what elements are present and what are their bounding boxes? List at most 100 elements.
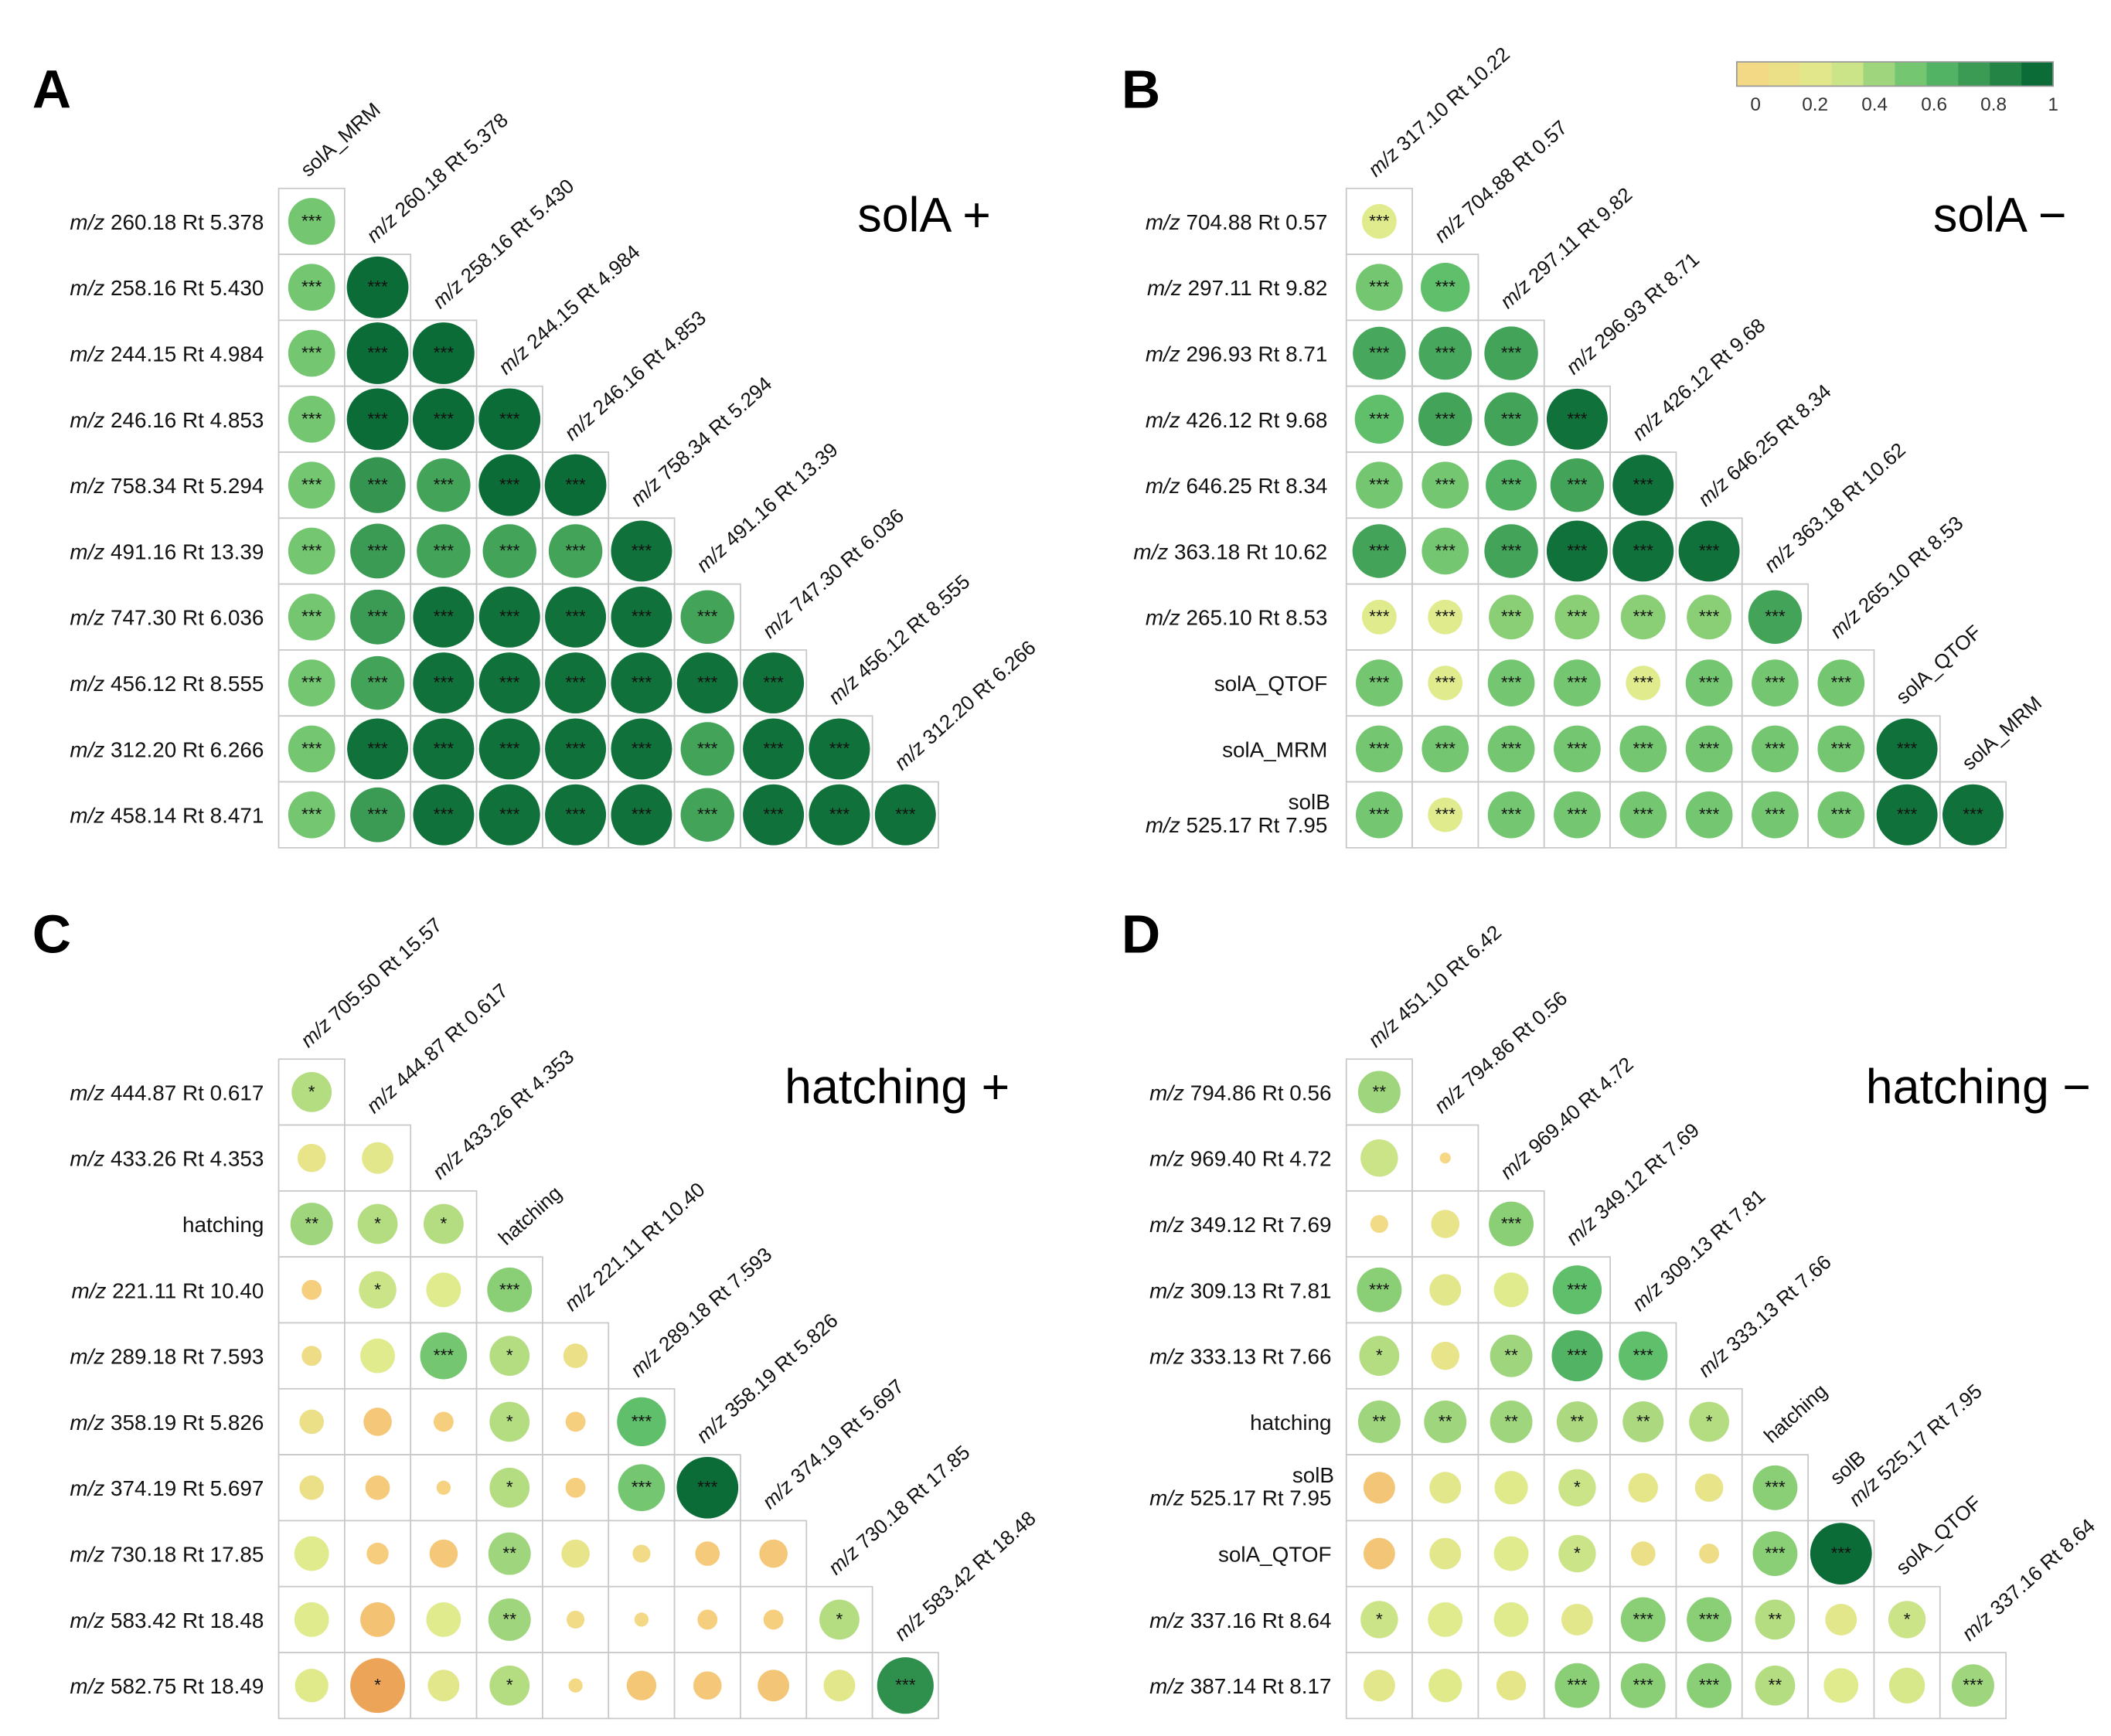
correlation-circle: [823, 1670, 856, 1702]
mz-prefix: m/z: [1146, 342, 1187, 366]
correlation-circle: [1554, 659, 1601, 706]
mz-value: 244.15 Rt 4.984: [111, 342, 264, 366]
correlation-circle: [680, 722, 734, 776]
significance-label: ***: [301, 277, 322, 297]
col-label: m/z 358.19 Rt 5.826: [692, 1309, 843, 1448]
correlation-circle: [413, 652, 475, 714]
significance-label: ***: [697, 1478, 718, 1497]
correlation-circle: [1752, 725, 1799, 773]
row-label: m/z 758.34 Rt 5.294: [70, 474, 264, 498]
significance-label: ***: [763, 805, 784, 824]
significance-label: ***: [1369, 343, 1390, 363]
significance-label: ***: [367, 673, 388, 693]
significance-label: *: [1706, 1411, 1713, 1431]
significance-label: ***: [301, 409, 322, 428]
significance-label: ***: [632, 739, 652, 758]
correlation-circle: [1357, 1267, 1402, 1312]
significance-label: ***: [1567, 1280, 1588, 1299]
mz-value: 456.12 Rt 8.555: [111, 672, 264, 696]
row-label: m/z 363.18 Rt 10.62: [1133, 540, 1327, 563]
mz-value: 444.87 Rt 0.617: [111, 1081, 264, 1105]
correlation-circle: [301, 1279, 322, 1300]
correlation-circle: [676, 652, 738, 714]
significance-label: ***: [632, 1411, 652, 1431]
correlation-circle: [634, 1612, 649, 1627]
correlation-circle: [1484, 392, 1538, 447]
correlation-circle: [763, 1609, 784, 1630]
row-label: m/z 582.75 Rt 18.49: [70, 1674, 264, 1698]
mz-value: 387.14 Rt 8.17: [1190, 1674, 1332, 1698]
correlation-circle: [1489, 594, 1534, 640]
row-label: m/z 525.17 Rt 7.95: [1149, 1486, 1331, 1510]
mz-value: 525.17 Rt 7.95: [1187, 813, 1328, 837]
significance-label: ***: [1567, 409, 1588, 428]
mz-value: 246.16 Rt 4.853: [588, 306, 710, 420]
correlation-circle: [561, 1539, 590, 1568]
correlation-circle: [1421, 263, 1470, 312]
mz-prefix: m/z: [1146, 210, 1187, 234]
row-label: m/z 246.16 Rt 4.853: [70, 408, 264, 432]
significance-label: ***: [1567, 739, 1588, 758]
correlation-circle: [1363, 1537, 1395, 1570]
significance-label: ***: [367, 607, 388, 626]
significance-label: ***: [1369, 475, 1390, 495]
row-label: m/z 265.10 Rt 8.53: [1146, 606, 1327, 630]
correlation-circle: [695, 1541, 720, 1566]
significance-label: *: [1376, 1609, 1383, 1629]
mz-value: 458.14 Rt 8.471: [111, 804, 264, 828]
mz-value: 525.17 Rt 7.95: [1872, 1380, 1986, 1486]
correlation-circle: [565, 1477, 586, 1498]
row-label: m/z 646.25 Rt 8.34: [1146, 474, 1327, 498]
significance-label: ***: [434, 475, 455, 495]
mz-prefix: m/z: [1146, 408, 1187, 432]
correlation-circle: [1550, 458, 1605, 512]
correlation-circle: [362, 1142, 394, 1174]
mz-prefix: m/z: [70, 1476, 111, 1500]
row-label: m/z 456.12 Rt 8.555: [70, 672, 264, 696]
mz-value: 317.10 Rt 10.22: [1392, 43, 1514, 156]
correlation-circle: [1694, 1473, 1724, 1503]
correlation-circle: [1755, 1599, 1796, 1640]
correlation-circle: [1678, 520, 1740, 582]
correlation-circle: [1876, 784, 1938, 846]
significance-label: *: [506, 1676, 513, 1695]
mz-prefix: m/z: [1149, 1213, 1190, 1237]
correlation-circle: [1752, 1465, 1798, 1510]
correlation-circle: [618, 1464, 666, 1512]
correlation-circle: [1493, 1602, 1529, 1637]
correlation-circle: [1494, 1471, 1528, 1505]
col-label: m/z 374.19 Rt 5.697: [758, 1374, 908, 1513]
correlation-circle: [1823, 1668, 1859, 1704]
significance-label: ***: [499, 739, 520, 758]
correlation-circle: [288, 527, 335, 575]
mz-value: 583.42 Rt 18.48: [111, 1608, 264, 1632]
correlation-circle: [350, 1658, 405, 1714]
correlation-circle: [544, 454, 607, 516]
col-label: m/z 794.86 Rt 0.56: [1429, 986, 1571, 1118]
mz-value: 244.15 Rt 4.984: [522, 240, 644, 354]
row-label: m/z 260.18 Rt 5.378: [70, 210, 264, 234]
correlation-circle: [567, 1610, 585, 1629]
significance-label: ***: [1831, 739, 1852, 758]
legend-tick-label: 1: [2048, 94, 2058, 115]
correlation-circle: [1554, 725, 1601, 773]
significance-label: **: [1373, 1082, 1387, 1101]
row-label: m/z 794.86 Rt 0.56: [1149, 1081, 1331, 1105]
col-label: solA_QTOF: [1891, 1491, 1986, 1579]
correlation-circle: [412, 322, 475, 384]
correlation-circle: [1356, 725, 1403, 773]
grid-cell: [1345, 583, 1413, 651]
significance-label: ***: [301, 805, 322, 824]
col-label: m/z 312.20 Rt 6.266: [890, 635, 1040, 774]
significance-label: ***: [697, 607, 718, 626]
significance-label: *: [1574, 1478, 1581, 1497]
correlation-circle: [478, 784, 540, 846]
mz-value: 747.30 Rt 6.036: [786, 504, 908, 618]
significance-label: ***: [1435, 277, 1456, 297]
correlation-circle: [1363, 1472, 1395, 1504]
panel-letter: C: [32, 904, 71, 965]
row-label-top: solB: [1289, 790, 1330, 814]
significance-label: ***: [1699, 673, 1720, 693]
correlation-circle: [1817, 725, 1865, 773]
significance-label: ***: [367, 343, 388, 363]
